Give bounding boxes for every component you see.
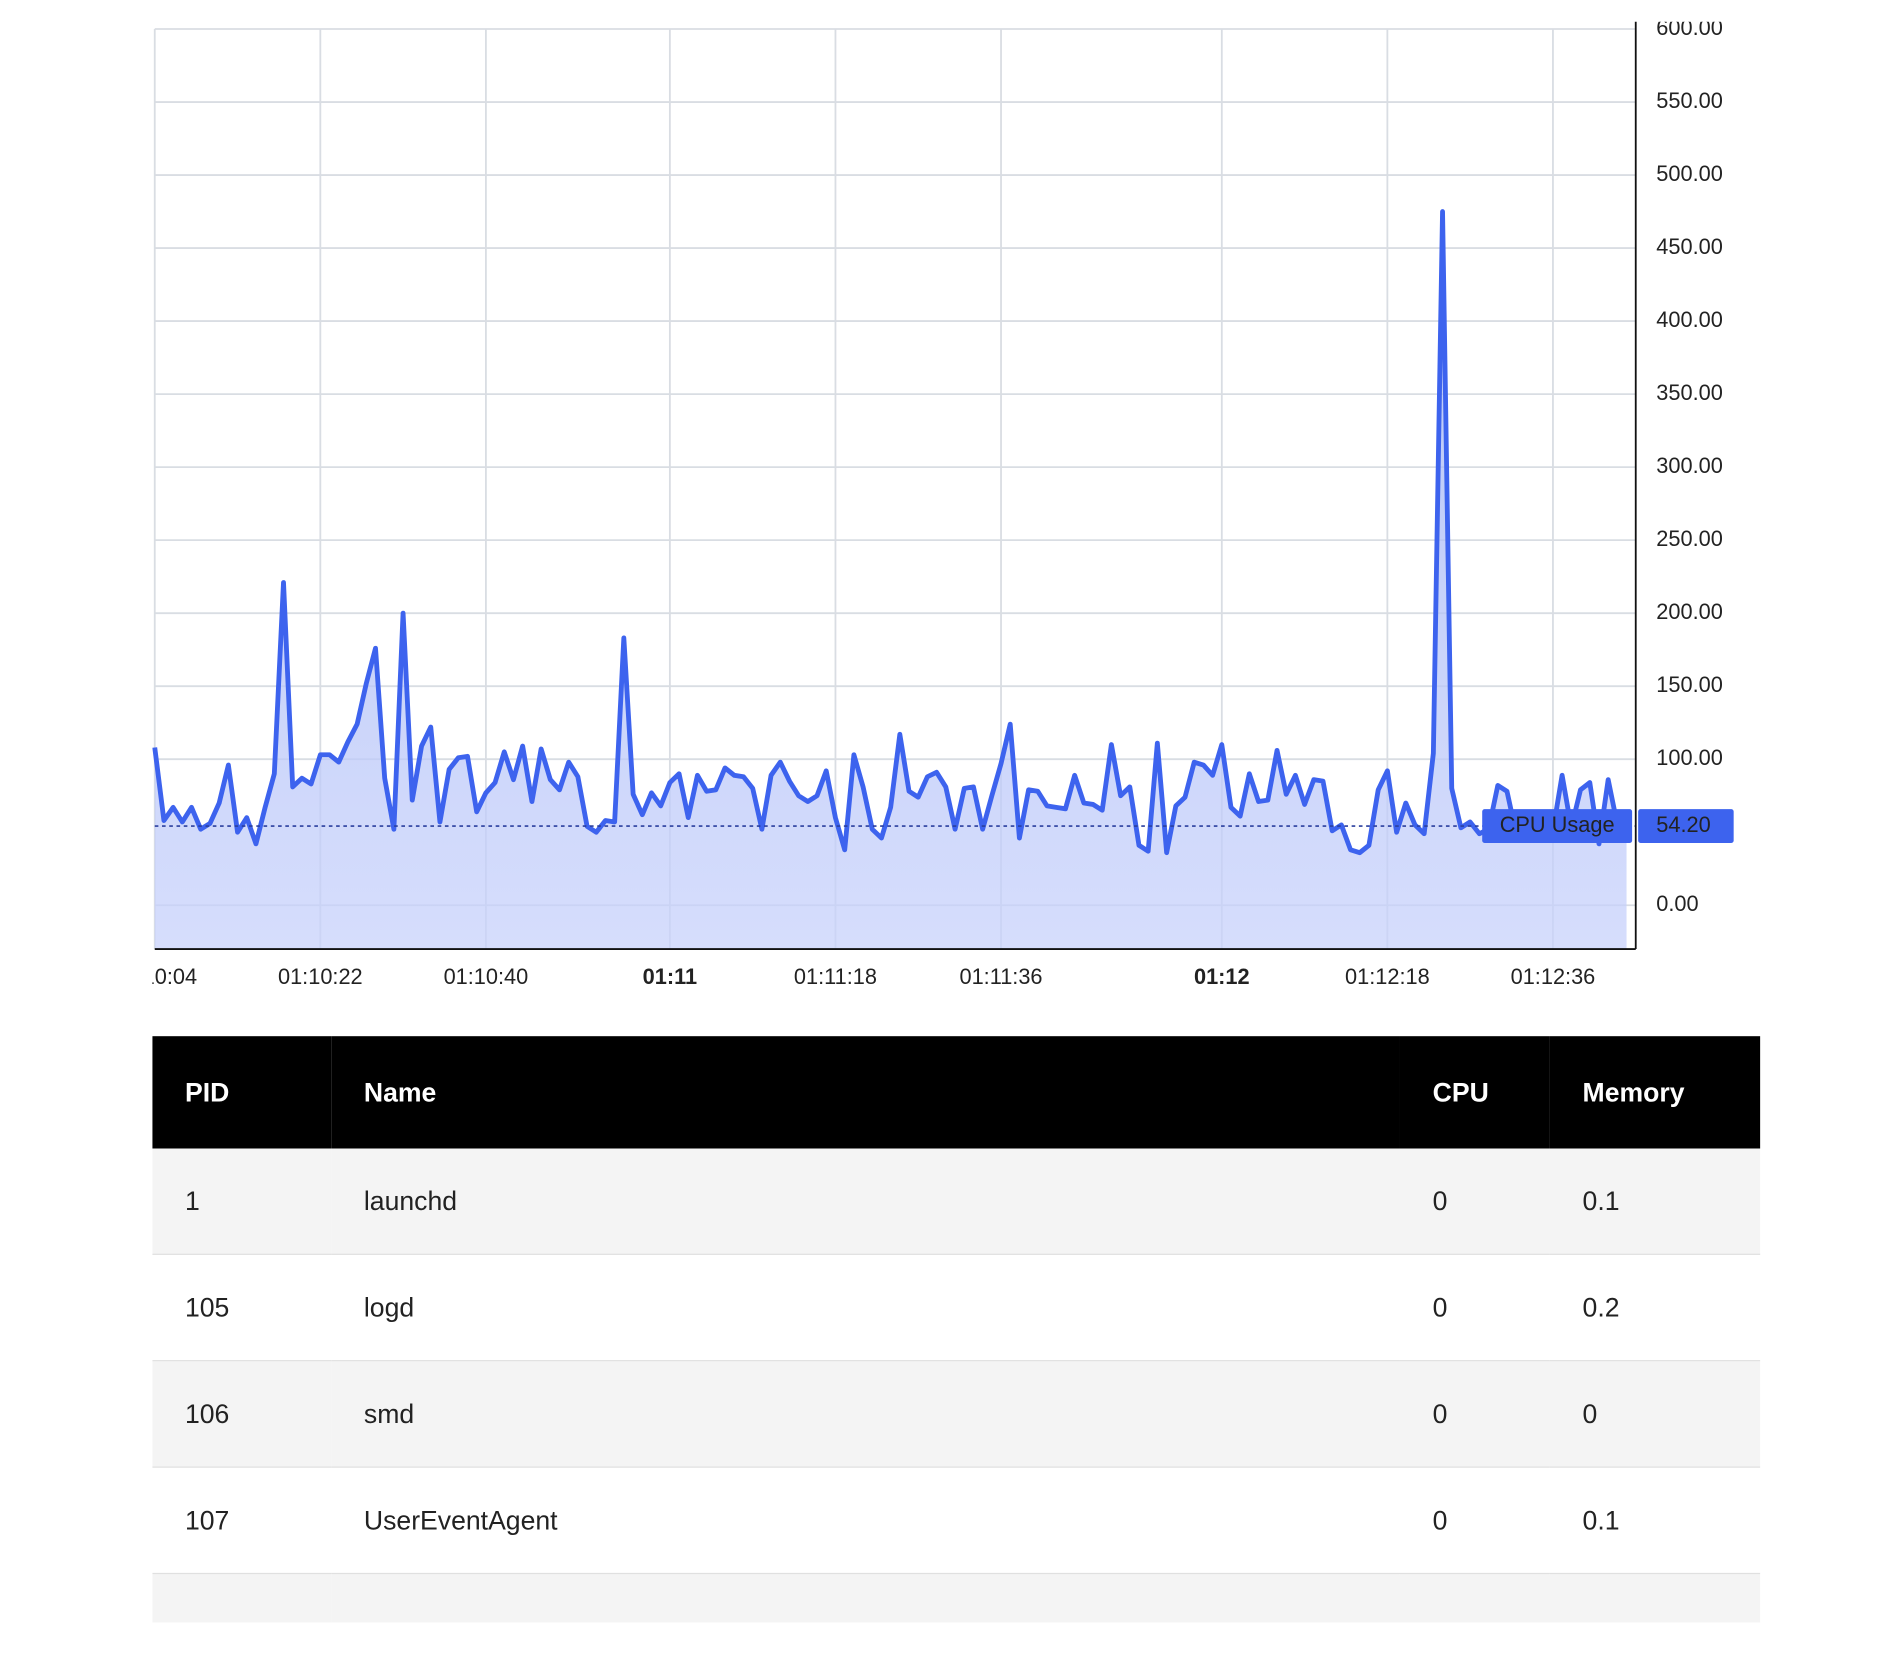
table-cell: launchd [331,1148,1400,1255]
table-cell: 0 [1399,1148,1550,1255]
table-cell: 1 [152,1148,332,1255]
x-tick-label: 01:11:18 [794,964,877,989]
table: PID Name CPU Memory 1 launchd 0 0.1 105 logd 0 0.2… [152,1036,1761,1623]
header-row: PID Name CPU Memory [152,1036,1761,1149]
column-header: Memory [1549,1036,1761,1149]
table-cell: 0 [1399,1467,1550,1575]
column-header: CPU [1399,1036,1550,1149]
value-tag: 54.20 [1656,812,1710,837]
table-cell: 0 [1399,1254,1550,1362]
area [154,211,1627,950]
y-tick-label: 350.00 [1656,380,1723,405]
table-cell [331,1573,1400,1623]
y-tick-label: 100.00 [1656,745,1723,770]
y-tick-label: 200.00 [1656,599,1723,624]
table-cell [1549,1573,1761,1623]
x-tick-label: 01:11:36 [959,964,1042,989]
column-header: Name [331,1036,1400,1149]
table-cell: 0 [1399,1360,1550,1468]
process-table: PID Name CPU Memory 1 launchd 0 0.1 105 logd 0 0.2… [152,1036,1761,1623]
x-tick-label: 01:12:18 [1345,964,1430,989]
table-cell: smd [331,1360,1400,1468]
table-row [152,1573,1761,1623]
y-tick-label: 500.00 [1656,161,1723,186]
table-row: 106 smd 0 0 [152,1360,1761,1468]
y-tick-label: 300.00 [1656,453,1723,478]
table-row: 105 logd 0 0.2 [152,1254,1761,1362]
x-tick-label: 01:11 [643,964,697,989]
x-tick-label: 01:12 [1194,964,1250,989]
table-cell: logd [331,1254,1400,1362]
table-cell: UserEventAgent [331,1467,1400,1575]
series-tag: CPU Usage [1500,812,1615,837]
line [152,209,1627,856]
y-tick-label: 550.00 [1656,88,1723,113]
x-tick-label: 01:10:40 [444,964,529,989]
table-cell: 105 [152,1254,332,1362]
table-cell: 0 [1549,1360,1761,1468]
table-cell [152,1573,332,1623]
series-tag-bg [1482,809,1633,844]
value-tag-bg [1638,809,1734,844]
chart: 0.00 100.00 150.00 200.00 250.00 300.00 350.00… [112,15,1734,989]
x-tick-label: 01:12:36 [1511,964,1596,989]
column-header: PID [152,1036,332,1149]
table-cell: 107 [152,1467,332,1575]
y-tick-label: 400.00 [1656,307,1723,332]
y-tick-label: 0.00 [1656,891,1698,916]
y-tick-label: 600.00 [1656,15,1723,40]
x-tick-label: 01:10:22 [278,964,363,989]
y-tick-label: 250.00 [1656,526,1723,551]
table-cell [1399,1573,1550,1623]
table-row: 107 UserEventAgent 0 0.1 [152,1467,1761,1575]
table-cell: 106 [152,1360,332,1468]
x-tick-label: 01:10:04 [112,964,197,989]
table-cell: 0.1 [1549,1467,1761,1575]
y-tick-label: 450.00 [1656,234,1723,259]
table-cell: 0.1 [1549,1148,1761,1255]
table-cell: 0.2 [1549,1254,1761,1362]
table-row: 1 launchd 0 0.1 [152,1148,1761,1255]
plot: 0.00 100.00 150.00 200.00 250.00 300.00 350.00… [112,15,1734,989]
y-tick-label: 150.00 [1656,672,1723,697]
